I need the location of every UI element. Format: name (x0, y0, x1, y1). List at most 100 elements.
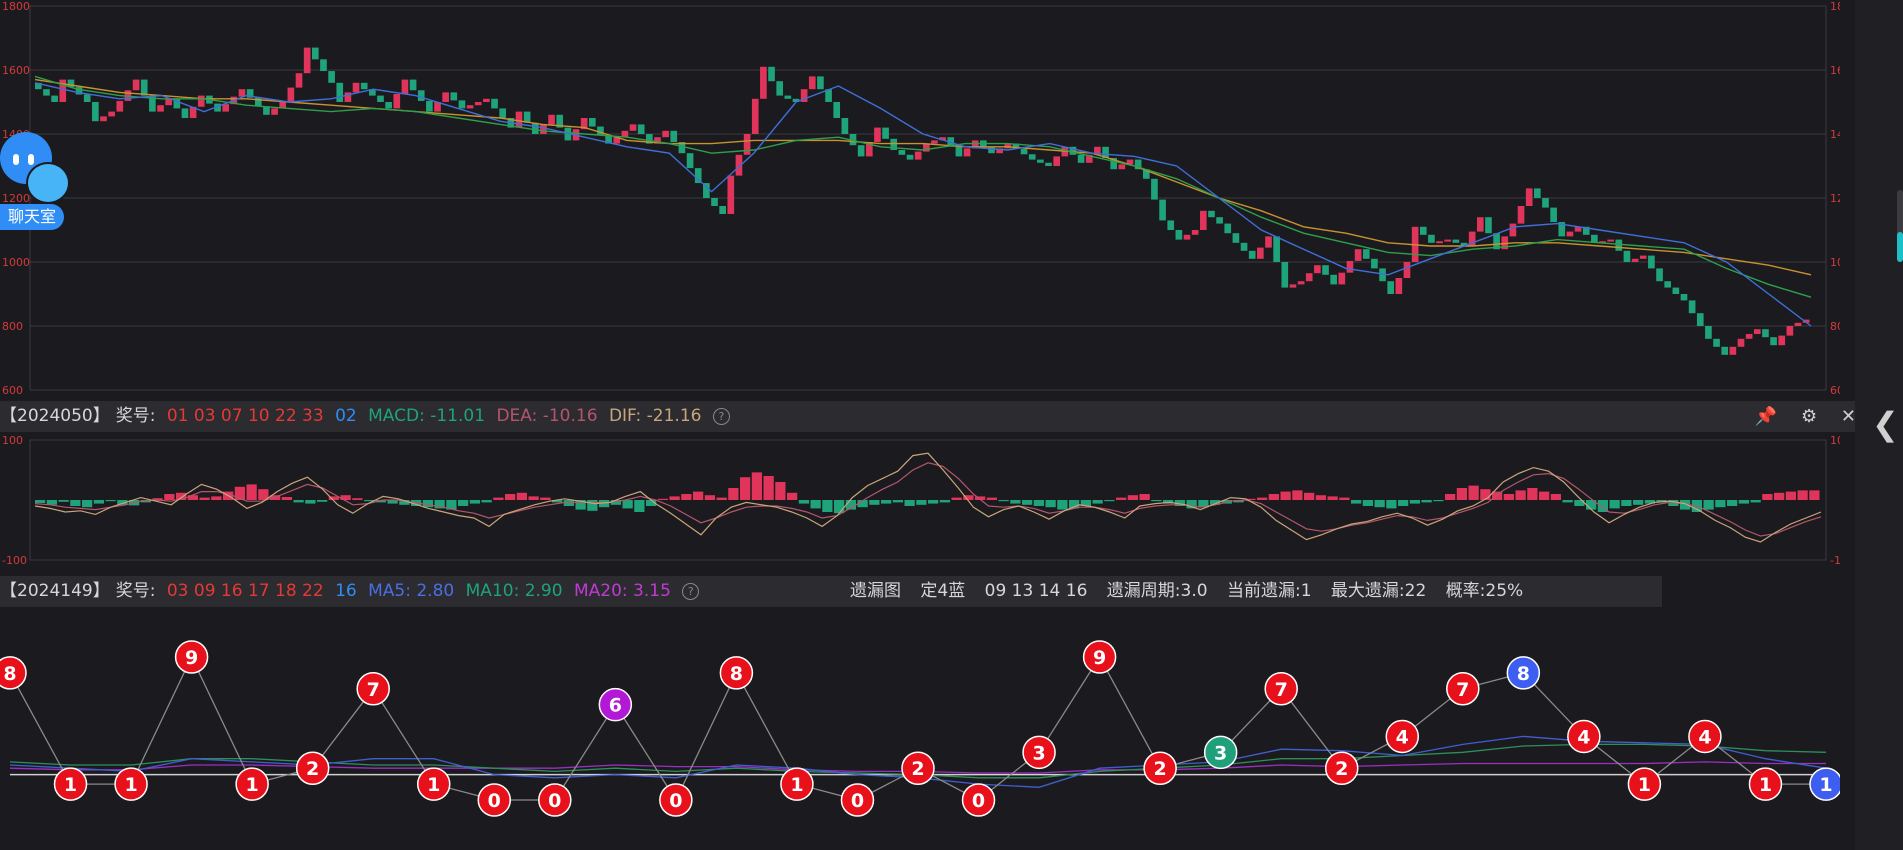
down-brick (458, 100, 466, 109)
macd-histogram-bar (246, 484, 257, 500)
up-brick (1599, 241, 1606, 244)
macd-histogram-bar (575, 500, 586, 510)
down-brick (181, 108, 189, 118)
down-brick (1167, 220, 1175, 230)
omission-prob: 概率:25% (1445, 581, 1524, 601)
macd-histogram-bar (1586, 500, 1597, 510)
macd-histogram-bar (1362, 500, 1373, 506)
up-brick (1509, 223, 1517, 237)
macd-histogram-bar (1503, 494, 1514, 500)
macd-histogram-bar (1574, 500, 1585, 506)
omission-chart[interactable]: 8 1 1 9 1 2 7 1 0 0 6 0 8 1 0 2 0 3 9 2 3 7 2 4 7 8 4 1 4 1 1 (0, 605, 1840, 850)
up-brick (1265, 236, 1272, 248)
down-brick (768, 66, 775, 82)
down-brick (1216, 217, 1223, 224)
scrollbar[interactable] (1897, 190, 1903, 262)
omission-header-bar: 【2024149】 奖号: 03 09 16 17 18 22 16 MA5: 2… (0, 576, 1662, 607)
down-brick (1615, 239, 1623, 251)
down-brick (1419, 226, 1427, 235)
macd-histogram-bar (58, 500, 69, 502)
eye-icon (28, 154, 34, 165)
down-brick (409, 79, 417, 91)
omission-fixed: 定4蓝 (920, 581, 966, 601)
down-brick (263, 106, 270, 115)
down-brick (51, 95, 58, 102)
down-brick (1248, 250, 1256, 259)
macd-histogram-bar (1433, 500, 1444, 502)
macd-histogram-bar (1374, 500, 1385, 508)
macd-histogram-bar (152, 498, 163, 500)
up-brick (132, 79, 140, 91)
macd-histogram-bar (422, 500, 433, 508)
down-brick (1542, 198, 1549, 208)
macd-histogram-bar (986, 497, 997, 500)
pin-icon[interactable]: 📌 (1754, 406, 1778, 427)
macd-value: MACD: -11.01 (368, 406, 486, 426)
macd-histogram-bar (1198, 500, 1209, 508)
down-brick (1028, 154, 1036, 160)
scrollbar-accent (1897, 232, 1903, 262)
up-brick (222, 104, 230, 112)
down-brick (1713, 338, 1720, 347)
omission-numbers: 09 13 14 16 (984, 581, 1088, 601)
macd-histogram-bar (164, 494, 175, 500)
macd-histogram-bar (1339, 497, 1350, 500)
up-brick (1729, 346, 1737, 355)
omission-ball (295, 751, 330, 785)
up-brick (344, 92, 352, 102)
dea-line (34, 462, 1822, 537)
y-tick-label-right: 1000 (1830, 256, 1840, 269)
down-brick (776, 81, 784, 96)
up-brick (621, 130, 629, 138)
chevron-left-icon[interactable]: ❮ (1872, 405, 1899, 443)
up-brick (874, 127, 881, 142)
prize-label: 奖号: (115, 406, 156, 426)
y-tick-label-left: 100 (2, 434, 23, 447)
macd-histogram-bar (728, 488, 739, 500)
omission-ball-label: 2 (306, 758, 319, 780)
close-icon[interactable]: ✕ (1840, 406, 1856, 427)
down-brick (499, 108, 507, 118)
down-brick (637, 124, 645, 134)
y-tick-label-left: 800 (2, 320, 23, 333)
macd-histogram-bar (1304, 492, 1315, 500)
macd-histogram-bar (892, 500, 903, 503)
help-icon[interactable]: ? (712, 407, 730, 425)
y-tick-label-left: 600 (2, 384, 23, 395)
macd-chart[interactable]: 100 100 -100 -100 (0, 430, 1840, 565)
omission-ball (0, 656, 27, 690)
macd-histogram-bar (352, 498, 363, 500)
up-brick (1566, 231, 1574, 237)
down-brick (1151, 178, 1158, 200)
omission-ball-label: 0 (548, 790, 561, 812)
omission-ball-label: 2 (1154, 758, 1167, 780)
down-brick (955, 146, 963, 157)
blue-number: 16 (335, 581, 357, 601)
down-brick (320, 59, 327, 72)
y-tick-label-left: 1000 (2, 256, 30, 269)
gear-icon[interactable]: ⚙ (1801, 406, 1818, 427)
dif-value: DIF: -21.16 (608, 406, 702, 426)
up-brick (466, 105, 474, 109)
down-brick (841, 118, 849, 134)
omission-ball (1446, 672, 1480, 706)
ma-line-green (34, 75, 1812, 298)
up-brick (165, 98, 172, 106)
up-brick (1395, 278, 1403, 294)
down-brick (531, 122, 539, 134)
help-icon[interactable]: ? (682, 582, 700, 600)
down-brick (1208, 210, 1215, 218)
omission-ball (598, 687, 633, 722)
down-brick (1273, 236, 1280, 262)
up-brick (1199, 210, 1207, 230)
up-brick (157, 105, 164, 112)
down-brick (75, 87, 83, 95)
up-brick (540, 124, 547, 134)
down-brick (1102, 146, 1109, 158)
up-brick (295, 73, 303, 88)
macd-histogram-bar (1174, 500, 1185, 506)
macd-histogram-bar (1468, 485, 1479, 500)
y-tick-label-left: 1200 (2, 192, 30, 205)
chat-room-button[interactable]: 聊天室 (0, 130, 70, 235)
price-chart[interactable]: 1800180016001600140014001200120010001000… (0, 0, 1840, 395)
